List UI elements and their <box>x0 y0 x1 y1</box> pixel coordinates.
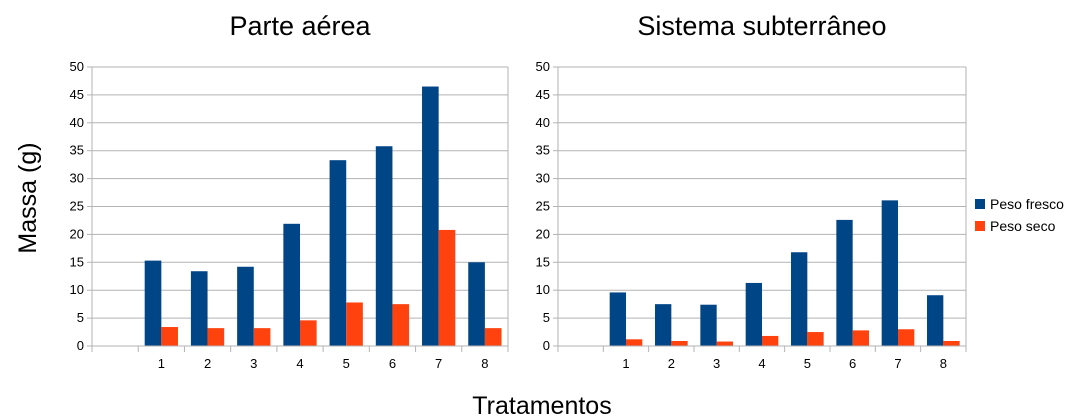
y-tick-label: 50 <box>536 59 550 74</box>
legend-label-peso-fresco: Peso fresco <box>990 196 1064 212</box>
bar-peso-fresco-5 <box>791 252 808 346</box>
y-tick-label: 20 <box>536 226 550 241</box>
bar-peso-seco-2 <box>671 340 688 346</box>
y-tick-label: 5 <box>543 310 550 325</box>
y-tick-label: 40 <box>536 115 550 130</box>
y-tick-label: 10 <box>70 282 84 297</box>
y-tick-label: 15 <box>70 254 84 269</box>
y-tick-label: 15 <box>536 254 550 269</box>
bar-peso-fresco-1 <box>609 292 626 346</box>
x-tick-label: 3 <box>250 356 257 371</box>
x-tick-label: 6 <box>849 356 856 371</box>
chart-title: Sistema subterrâneo <box>637 11 886 41</box>
x-tick-label: 7 <box>894 356 901 371</box>
x-tick-label: 5 <box>343 356 350 371</box>
bar-peso-fresco-8 <box>927 295 944 346</box>
y-tick-label: 25 <box>536 199 550 214</box>
y-tick-label: 0 <box>543 338 550 353</box>
bar-peso-fresco-1 <box>144 260 162 346</box>
bar-peso-seco-5 <box>807 332 824 346</box>
bar-peso-seco-4 <box>762 335 779 346</box>
bar-peso-seco-8 <box>943 340 960 346</box>
bar-peso-fresco-3 <box>237 266 254 346</box>
y-tick-label: 25 <box>70 199 84 214</box>
x-tick-label: 4 <box>758 356 765 371</box>
bar-peso-seco-3 <box>716 341 733 346</box>
x-tick-label: 1 <box>158 356 165 371</box>
y-tick-label: 5 <box>77 310 84 325</box>
bar-peso-seco-4 <box>300 320 317 346</box>
y-tick-label: 35 <box>536 143 550 158</box>
legend-swatch-peso-seco <box>975 221 985 231</box>
bar-peso-fresco-7 <box>881 200 898 346</box>
bar-peso-fresco-5 <box>329 160 347 346</box>
x-tick-label: 1 <box>622 356 629 371</box>
x-axis-title: Tratamentos <box>472 392 611 418</box>
x-tick-label: 6 <box>389 356 396 371</box>
bar-peso-seco-3 <box>253 328 271 346</box>
x-tick-label: 5 <box>804 356 811 371</box>
chart-panel-2: Sistema subterrâneo051015202530354045501… <box>536 11 967 371</box>
bar-peso-fresco-6 <box>836 219 853 346</box>
bar-peso-fresco-2 <box>655 304 672 346</box>
bar-peso-fresco-3 <box>700 304 717 346</box>
y-tick-label: 40 <box>70 115 84 130</box>
y-tick-label: 45 <box>70 87 84 102</box>
y-tick-label: 20 <box>70 226 84 241</box>
legend: Peso fresco Peso seco <box>975 196 1064 234</box>
bar-peso-seco-6 <box>852 330 869 346</box>
y-tick-label: 45 <box>536 87 550 102</box>
y-tick-label: 10 <box>536 282 550 297</box>
y-tick-label: 0 <box>77 338 84 353</box>
legend-label-peso-seco: Peso seco <box>990 218 1056 234</box>
x-tick-label: 4 <box>296 356 303 371</box>
bar-peso-fresco-7 <box>422 86 439 346</box>
x-tick-label: 7 <box>435 356 442 371</box>
y-axis-title: Massa (g) <box>14 142 42 253</box>
bar-peso-seco-7 <box>898 329 915 346</box>
y-tick-label: 30 <box>70 171 84 186</box>
bar-peso-fresco-4 <box>745 282 762 346</box>
x-tick-label: 2 <box>204 356 211 371</box>
bar-peso-seco-2 <box>207 328 225 346</box>
x-tick-label: 8 <box>481 356 488 371</box>
x-tick-label: 2 <box>668 356 675 371</box>
bar-peso-fresco-8 <box>468 262 485 346</box>
chart-title: Parte aérea <box>229 11 371 41</box>
bar-peso-seco-8 <box>484 328 502 346</box>
bar-peso-seco-5 <box>346 302 363 346</box>
legend-swatch-peso-fresco <box>975 199 985 209</box>
bar-peso-seco-1 <box>626 339 643 346</box>
bar-peso-fresco-4 <box>283 223 300 346</box>
x-tick-label: 3 <box>713 356 720 371</box>
bar-peso-fresco-2 <box>190 271 208 346</box>
x-tick-label: 8 <box>940 356 947 371</box>
y-tick-label: 30 <box>536 171 550 186</box>
y-tick-label: 35 <box>70 143 84 158</box>
bar-peso-seco-1 <box>161 327 178 346</box>
bar-peso-seco-7 <box>438 229 456 346</box>
y-tick-label: 50 <box>70 59 84 74</box>
bar-peso-fresco-6 <box>375 146 393 346</box>
bar-peso-seco-6 <box>392 304 410 346</box>
